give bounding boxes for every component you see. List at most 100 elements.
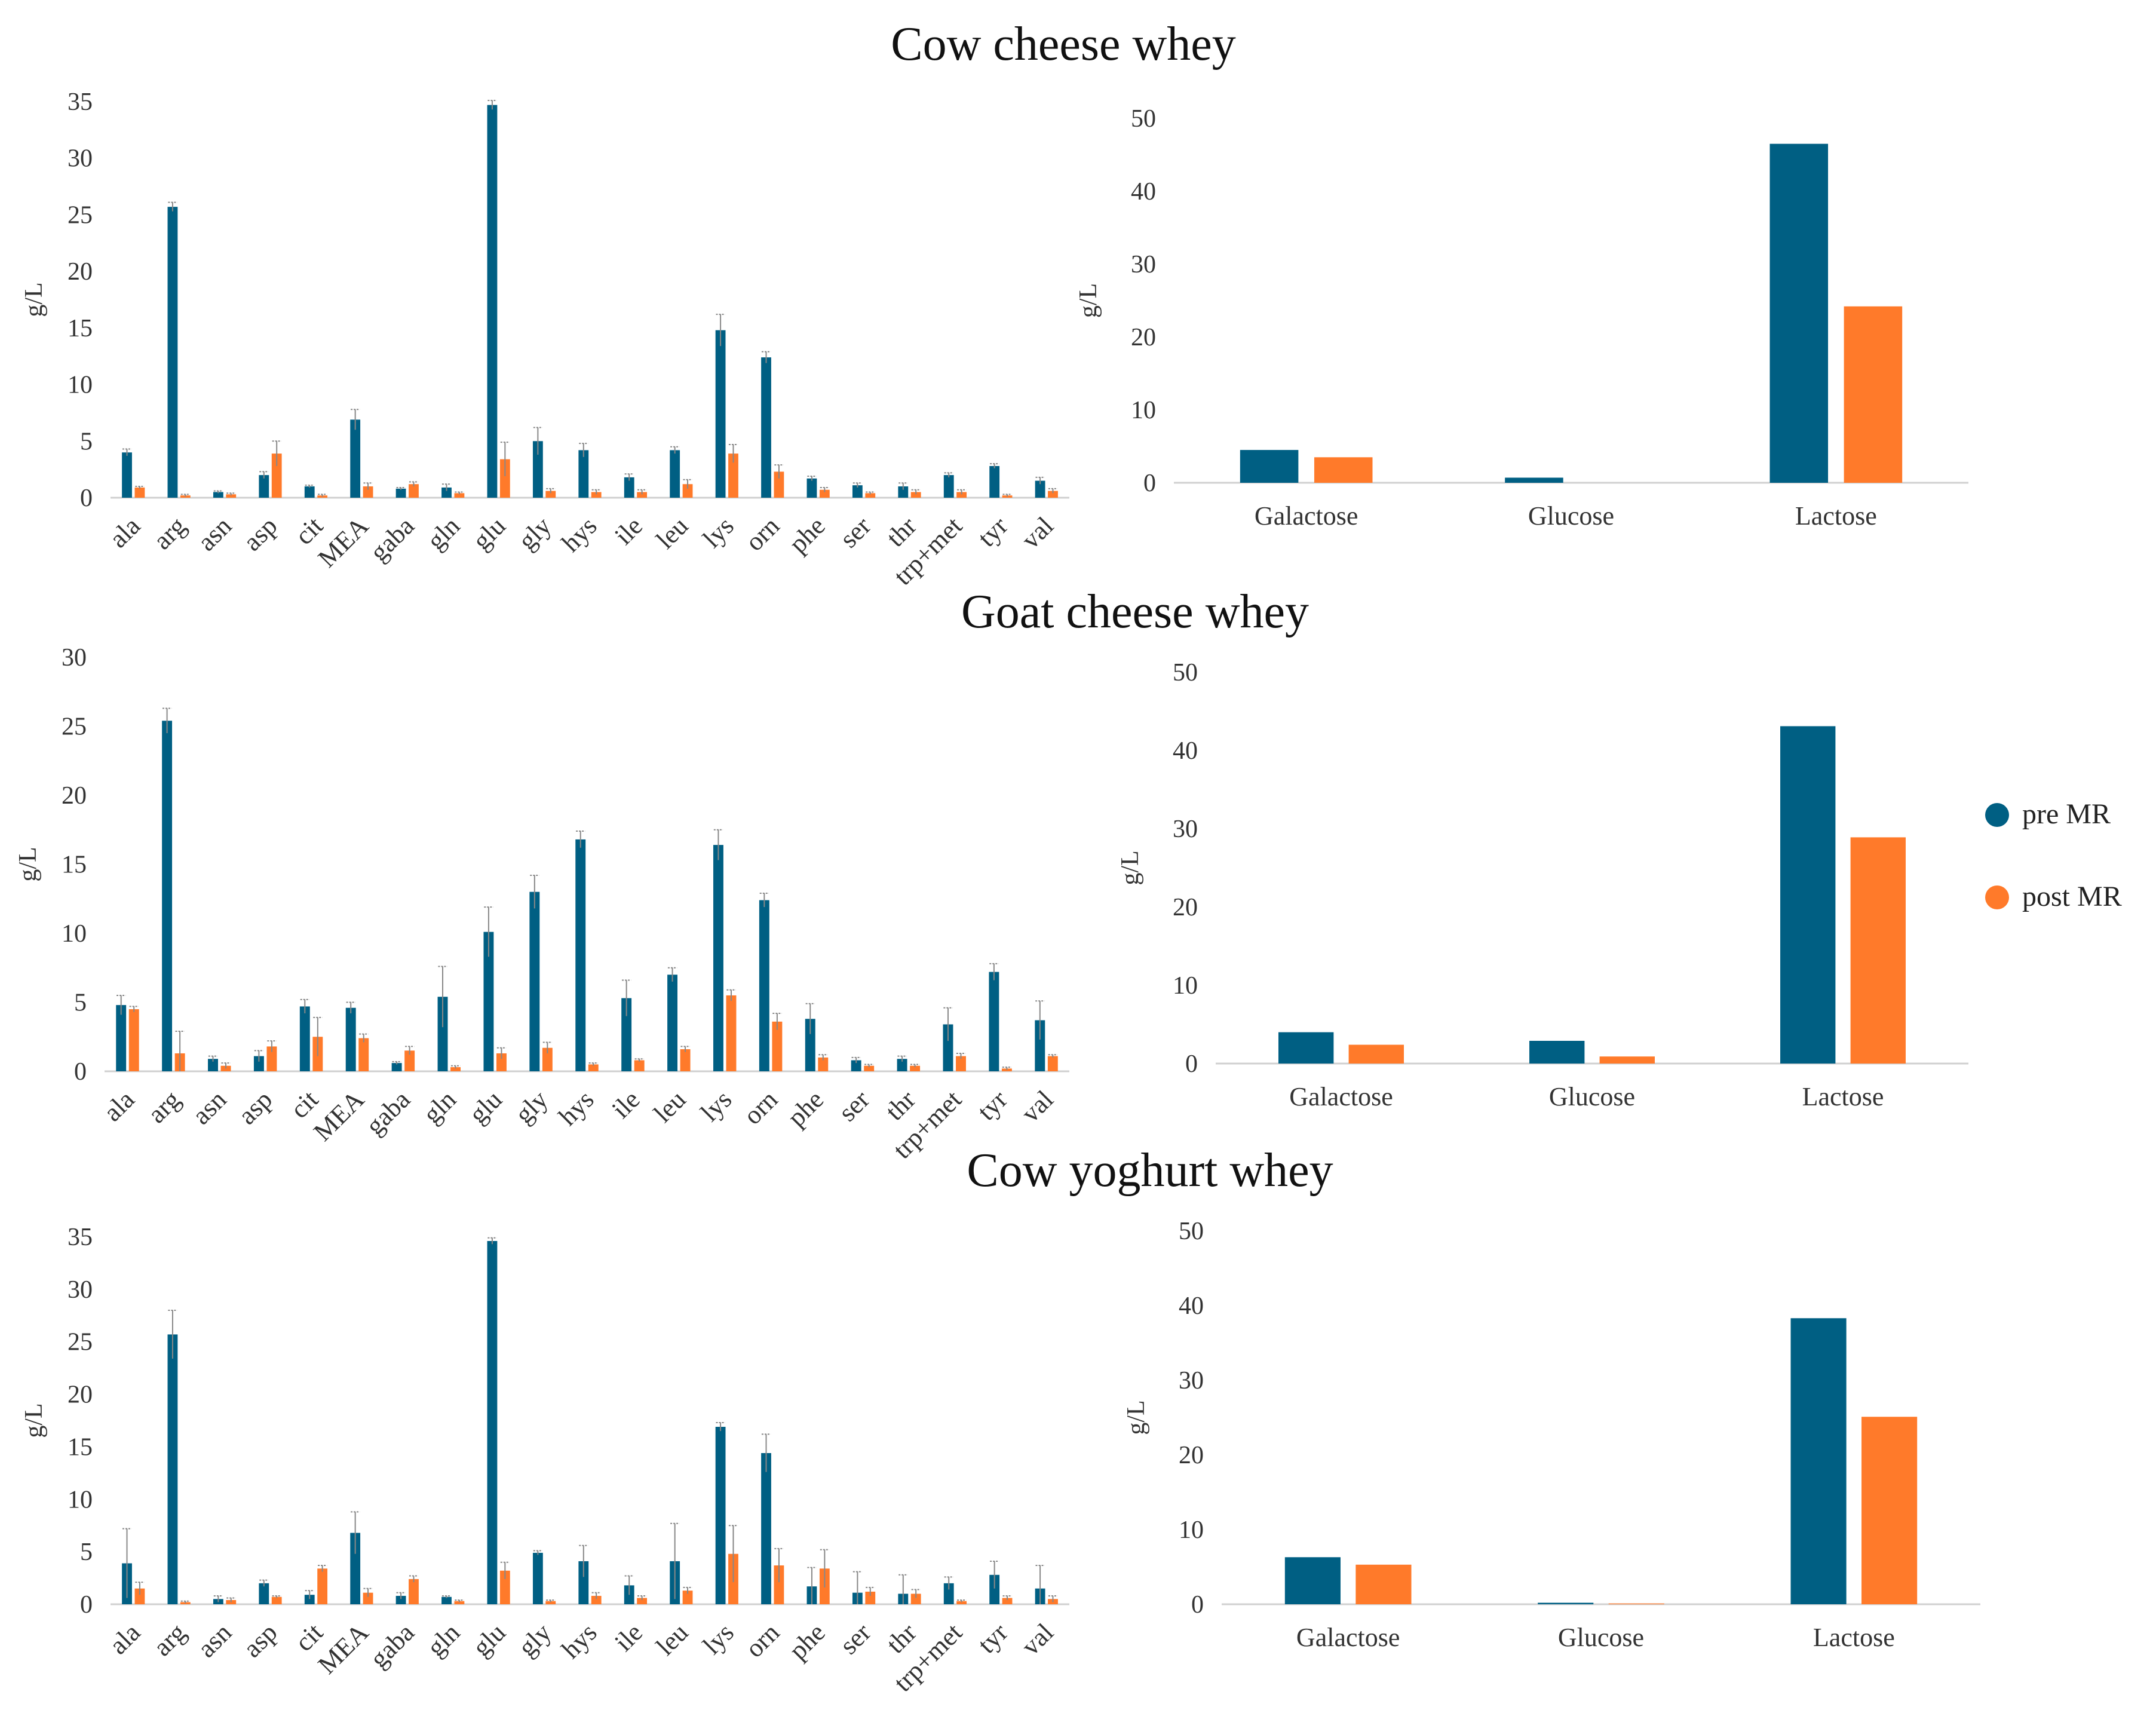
y-tick-label: 20 [68, 258, 93, 286]
bar-pre-leu [667, 975, 678, 1071]
bar-pre-trp-met [943, 1024, 953, 1071]
bar-post-Lactose [1850, 837, 1906, 1064]
panel-title: Goat cheese whey [961, 586, 1309, 638]
bar-pre-glu [483, 931, 494, 1071]
bar-pre-glu [487, 1241, 498, 1604]
y-tick-label: 15 [62, 851, 87, 879]
y-tick-label: 0 [1143, 470, 1156, 497]
x-tick-label: lys [697, 1617, 740, 1660]
x-tick-label: phe [782, 1084, 830, 1132]
y-tick-label: 10 [68, 372, 93, 399]
bar-post-leu [682, 484, 693, 498]
x-tick-label: leu [651, 1617, 694, 1661]
y-axis-label: g/L [1123, 1400, 1150, 1435]
bar-pre-arg [167, 207, 178, 498]
bar-post-ile [637, 1598, 648, 1604]
y-tick-label: 40 [1179, 1292, 1204, 1320]
x-tick-label: MEA [308, 1084, 370, 1147]
x-tick-label: tyr [972, 511, 1013, 552]
x-tick-label: orn [740, 511, 785, 556]
bar-post-ala [128, 1009, 139, 1071]
y-tick-label: 5 [80, 428, 93, 455]
y-tick-label: 50 [1179, 1218, 1204, 1245]
bar-post-ser [865, 493, 876, 498]
bar-pre-ser [852, 485, 863, 498]
x-tick-label: hys [553, 1084, 600, 1131]
y-tick-label: 5 [80, 1539, 93, 1566]
y-axis-label: g/L [1117, 850, 1144, 885]
y-tick-label: 30 [1173, 816, 1198, 843]
y-axis-label: g/L [20, 1403, 48, 1438]
bar-post-MEA [363, 486, 373, 498]
bar-pre-ile [624, 477, 634, 498]
legend-marker-post [1985, 885, 2009, 909]
bar-post-MEA [363, 1592, 373, 1604]
x-tick-label: ile [606, 1084, 646, 1124]
x-tick-label: phe [783, 511, 831, 559]
bar-pre-arg [162, 721, 173, 1071]
bar-pre-Lactose [1780, 726, 1836, 1064]
bar-post-Galactose [1314, 457, 1373, 483]
x-tick-label: Galactose [1255, 501, 1358, 531]
bar-post-Glucose [1599, 1056, 1655, 1064]
bar-post-gaba [409, 1579, 419, 1604]
bar-post-cit [317, 1568, 328, 1604]
bar-post-leu [680, 1049, 691, 1071]
y-tick-label: 35 [68, 88, 93, 116]
bar-post-trp-met [956, 1056, 966, 1071]
x-tick-label: glu [467, 511, 511, 555]
bar-pre-thr [898, 486, 909, 498]
y-tick-label: 30 [1131, 251, 1156, 278]
y-tick-label: 30 [68, 1276, 93, 1304]
bar-pre-val [1035, 480, 1045, 498]
y-tick-label: 25 [62, 713, 87, 741]
bar-pre-MEA [350, 419, 361, 498]
x-tick-label: leu [651, 511, 694, 554]
bar-post-Galactose [1355, 1564, 1412, 1604]
bar-post-Lactose [1861, 1417, 1918, 1604]
x-tick-label: val [1016, 1617, 1059, 1661]
y-tick-label: 10 [68, 1486, 93, 1513]
y-tick-label: 0 [1191, 1591, 1204, 1619]
bar-pre-gly [532, 1552, 543, 1604]
x-tick-label: arg [148, 1617, 192, 1662]
x-tick-label: ser [833, 1084, 875, 1127]
x-tick-label: ala [103, 511, 146, 553]
bar-post-orn [774, 471, 784, 498]
x-tick-label: ser [834, 511, 876, 553]
y-tick-label: 15 [68, 1433, 93, 1461]
y-tick-label: 40 [1173, 737, 1198, 765]
bar-pre-asp [253, 1056, 264, 1071]
bar-post-hys [591, 1595, 602, 1604]
bar-pre-thr [897, 1059, 907, 1071]
y-tick-label: 50 [1173, 659, 1198, 687]
legend-label-post: post MR [2022, 881, 2122, 912]
bar-pre-ile [621, 998, 632, 1071]
x-tick-label: ile [609, 1617, 648, 1657]
x-tick-label: lys [697, 511, 740, 553]
bar-pre-ala [122, 452, 132, 498]
y-axis-label: g/L [14, 847, 42, 881]
bar-pre-Galactose [1284, 1557, 1341, 1604]
x-tick-label: arg [142, 1084, 186, 1129]
y-tick-label: 5 [74, 989, 87, 1017]
x-tick-label: asp [237, 511, 283, 556]
bar-post-gly [545, 491, 556, 498]
bar-pre-gln [441, 487, 452, 498]
x-tick-label: phe [783, 1617, 831, 1665]
bar-pre-gly [532, 441, 543, 498]
y-tick-label: 35 [68, 1224, 93, 1251]
bar-post-hys [591, 492, 602, 498]
bar-post-thr [910, 1594, 921, 1604]
x-tick-label: gln [421, 511, 465, 555]
x-tick-label: val [1016, 511, 1059, 554]
bar-pre-tyr [989, 465, 1000, 498]
bar-post-glu [499, 1570, 510, 1604]
bar-pre-hys [578, 1561, 589, 1604]
bar-post-thr [910, 492, 921, 498]
bar-post-gly [545, 1601, 556, 1604]
bar-post-lys [728, 453, 738, 498]
